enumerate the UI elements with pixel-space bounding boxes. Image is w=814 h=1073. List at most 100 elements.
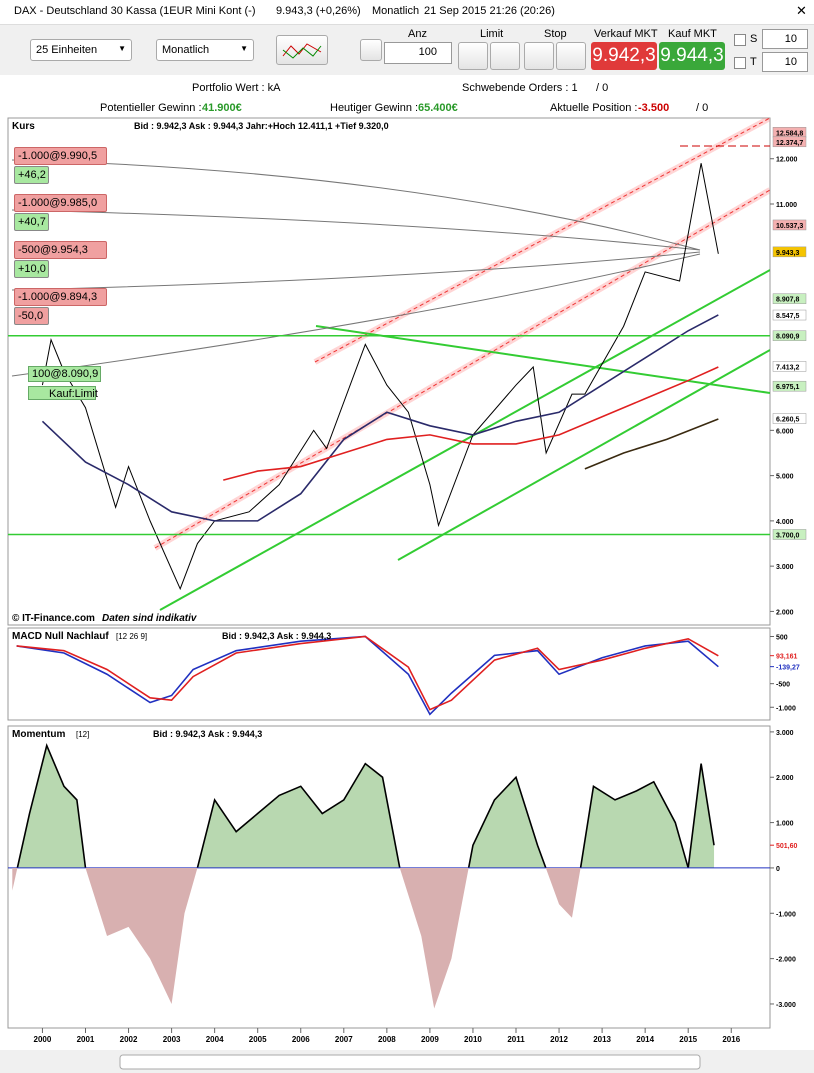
price-tag [772,219,807,231]
chart-button[interactable] [276,35,328,65]
window-title: DAX - Deutschland 30 Kassa (1EUR Mini Ko… [14,5,256,17]
y-tick-label: 1.000 [776,821,794,828]
position-label: Aktuelle Position : [550,102,638,114]
price-tag-label: 501,60 [776,843,798,850]
period: Monatlich [372,5,420,17]
limit-sell[interactable] [490,42,520,70]
anz-label: Anz [408,28,427,40]
price-tag-label: 8.907,8 [776,297,799,304]
y-tick-label: 12.000 [776,157,798,164]
y-tick-label: 2.000 [776,609,794,616]
buy-label: Kauf MKT [668,28,717,40]
limit-label: Limit [480,28,504,40]
close-button[interactable]: ✕ [796,3,807,18]
y-tick-label: 6.000 [776,428,794,435]
sell-button[interactable]: 9.942,3 [591,42,657,70]
price-tag [772,380,807,392]
y-tick-label: 3.000 [776,564,794,571]
x-tick-label: 2009 [421,1035,439,1044]
sell-label: Verkauf MKT [594,28,658,40]
series-group [12,742,715,868]
y-tick-label: 4.000 [776,519,794,526]
x-tick-label: 2001 [77,1035,95,1044]
potential-label: Potentieller Gewinn : [100,102,202,114]
y-tick-label: 500 [776,634,788,641]
units-text: 25 Einheiten [36,44,98,56]
today-label: Heutiger Gewinn : [330,102,419,114]
s-value: 10 [784,33,797,45]
price-tag-label: 9.943,3 [776,250,799,257]
series-line [41,314,719,522]
info-bar: Portfolio Wert : kA Schwebende Orders : … [0,78,814,116]
interval-dropdown[interactable]: Monatlich ▼ [156,39,254,61]
macd-panel [7,627,771,721]
t-checkbox[interactable] [734,57,746,69]
x-tick-label: 2013 [593,1035,611,1044]
x-tick-label: 2006 [292,1035,310,1044]
scroll-thumb[interactable] [119,1054,701,1070]
pending-alt: / 0 [596,82,609,94]
x-tick-label: 2011 [507,1035,525,1044]
position-value: -3.500 [638,102,670,114]
series-line [16,742,715,868]
toolbar: 25 Einheiten ▼ Monatlich ▼ Anz 100 Limit S… [0,25,814,75]
drawings [11,118,770,611]
x-tick-label: 2007 [335,1035,353,1044]
y-tick-label: 2.000 [776,775,794,782]
x-tick-label: 2004 [206,1035,224,1044]
price-tag [772,413,807,424]
x-tick-label: 2016 [722,1035,740,1044]
y-tick-label: 5.000 [776,474,794,481]
price-tag-label: 93,161 [776,654,798,661]
y-tick-label: -500 [776,682,790,689]
buy-button[interactable]: 9.944,3 [659,42,725,70]
price-tag-label: 6.260,5 [776,417,799,424]
s-checkbox[interactable] [734,34,746,46]
price-tag-label: 3.700,0 [776,532,799,539]
x-tick-label: 2002 [120,1035,138,1044]
y-tick-label: 3.000 [776,730,794,737]
price-tag-label: -139,27 [776,665,800,672]
momentum-area-neg [12,868,581,1009]
price-tag-label: 8.090,9 [776,334,799,341]
x-tick-label: 2000 [34,1035,52,1044]
quote: 9.943,3 (+0,26%) [276,5,361,17]
series-line [223,366,719,481]
price-tag-label: 7.413,2 [776,364,799,371]
x-tick-label: 2015 [679,1035,697,1044]
today-value: 65.400€ [418,102,458,114]
limit-buy[interactable] [458,42,488,70]
anz-input[interactable]: 100 [384,42,452,64]
price-tag [772,361,807,372]
price-tag-label: 12.374,7 [776,140,803,147]
s-label: S [750,33,758,45]
y-tick-label: -3.000 [776,1002,796,1009]
x-tick-label: 2014 [636,1035,654,1044]
y-tick-label: -1.000 [776,911,796,918]
position-alt: / 0 [696,102,709,114]
price-tag [772,529,807,540]
t-input[interactable]: 10 [762,52,808,72]
momentum-area-pos [12,745,715,868]
anz-value: 100 [418,46,437,58]
units-dropdown[interactable]: 25 Einheiten ▼ [30,39,132,61]
y-tick-label: 0 [776,866,780,873]
t-value: 10 [784,56,797,68]
series-line [16,635,719,716]
stop-sell[interactable] [556,42,586,70]
series-group [41,163,719,591]
price-panel [7,117,771,626]
settings-button[interactable] [360,39,382,61]
series-group [16,635,719,716]
s-input[interactable]: 10 [762,29,808,49]
interval-text: Monatlich [162,44,210,56]
price-tag [772,136,807,148]
price-tag [772,309,807,321]
price-tag [772,293,807,304]
stop-buy[interactable] [524,42,554,70]
x-tick-label: 2010 [464,1035,482,1044]
t-label: T [750,56,757,68]
x-tick-label: 2008 [378,1035,396,1044]
